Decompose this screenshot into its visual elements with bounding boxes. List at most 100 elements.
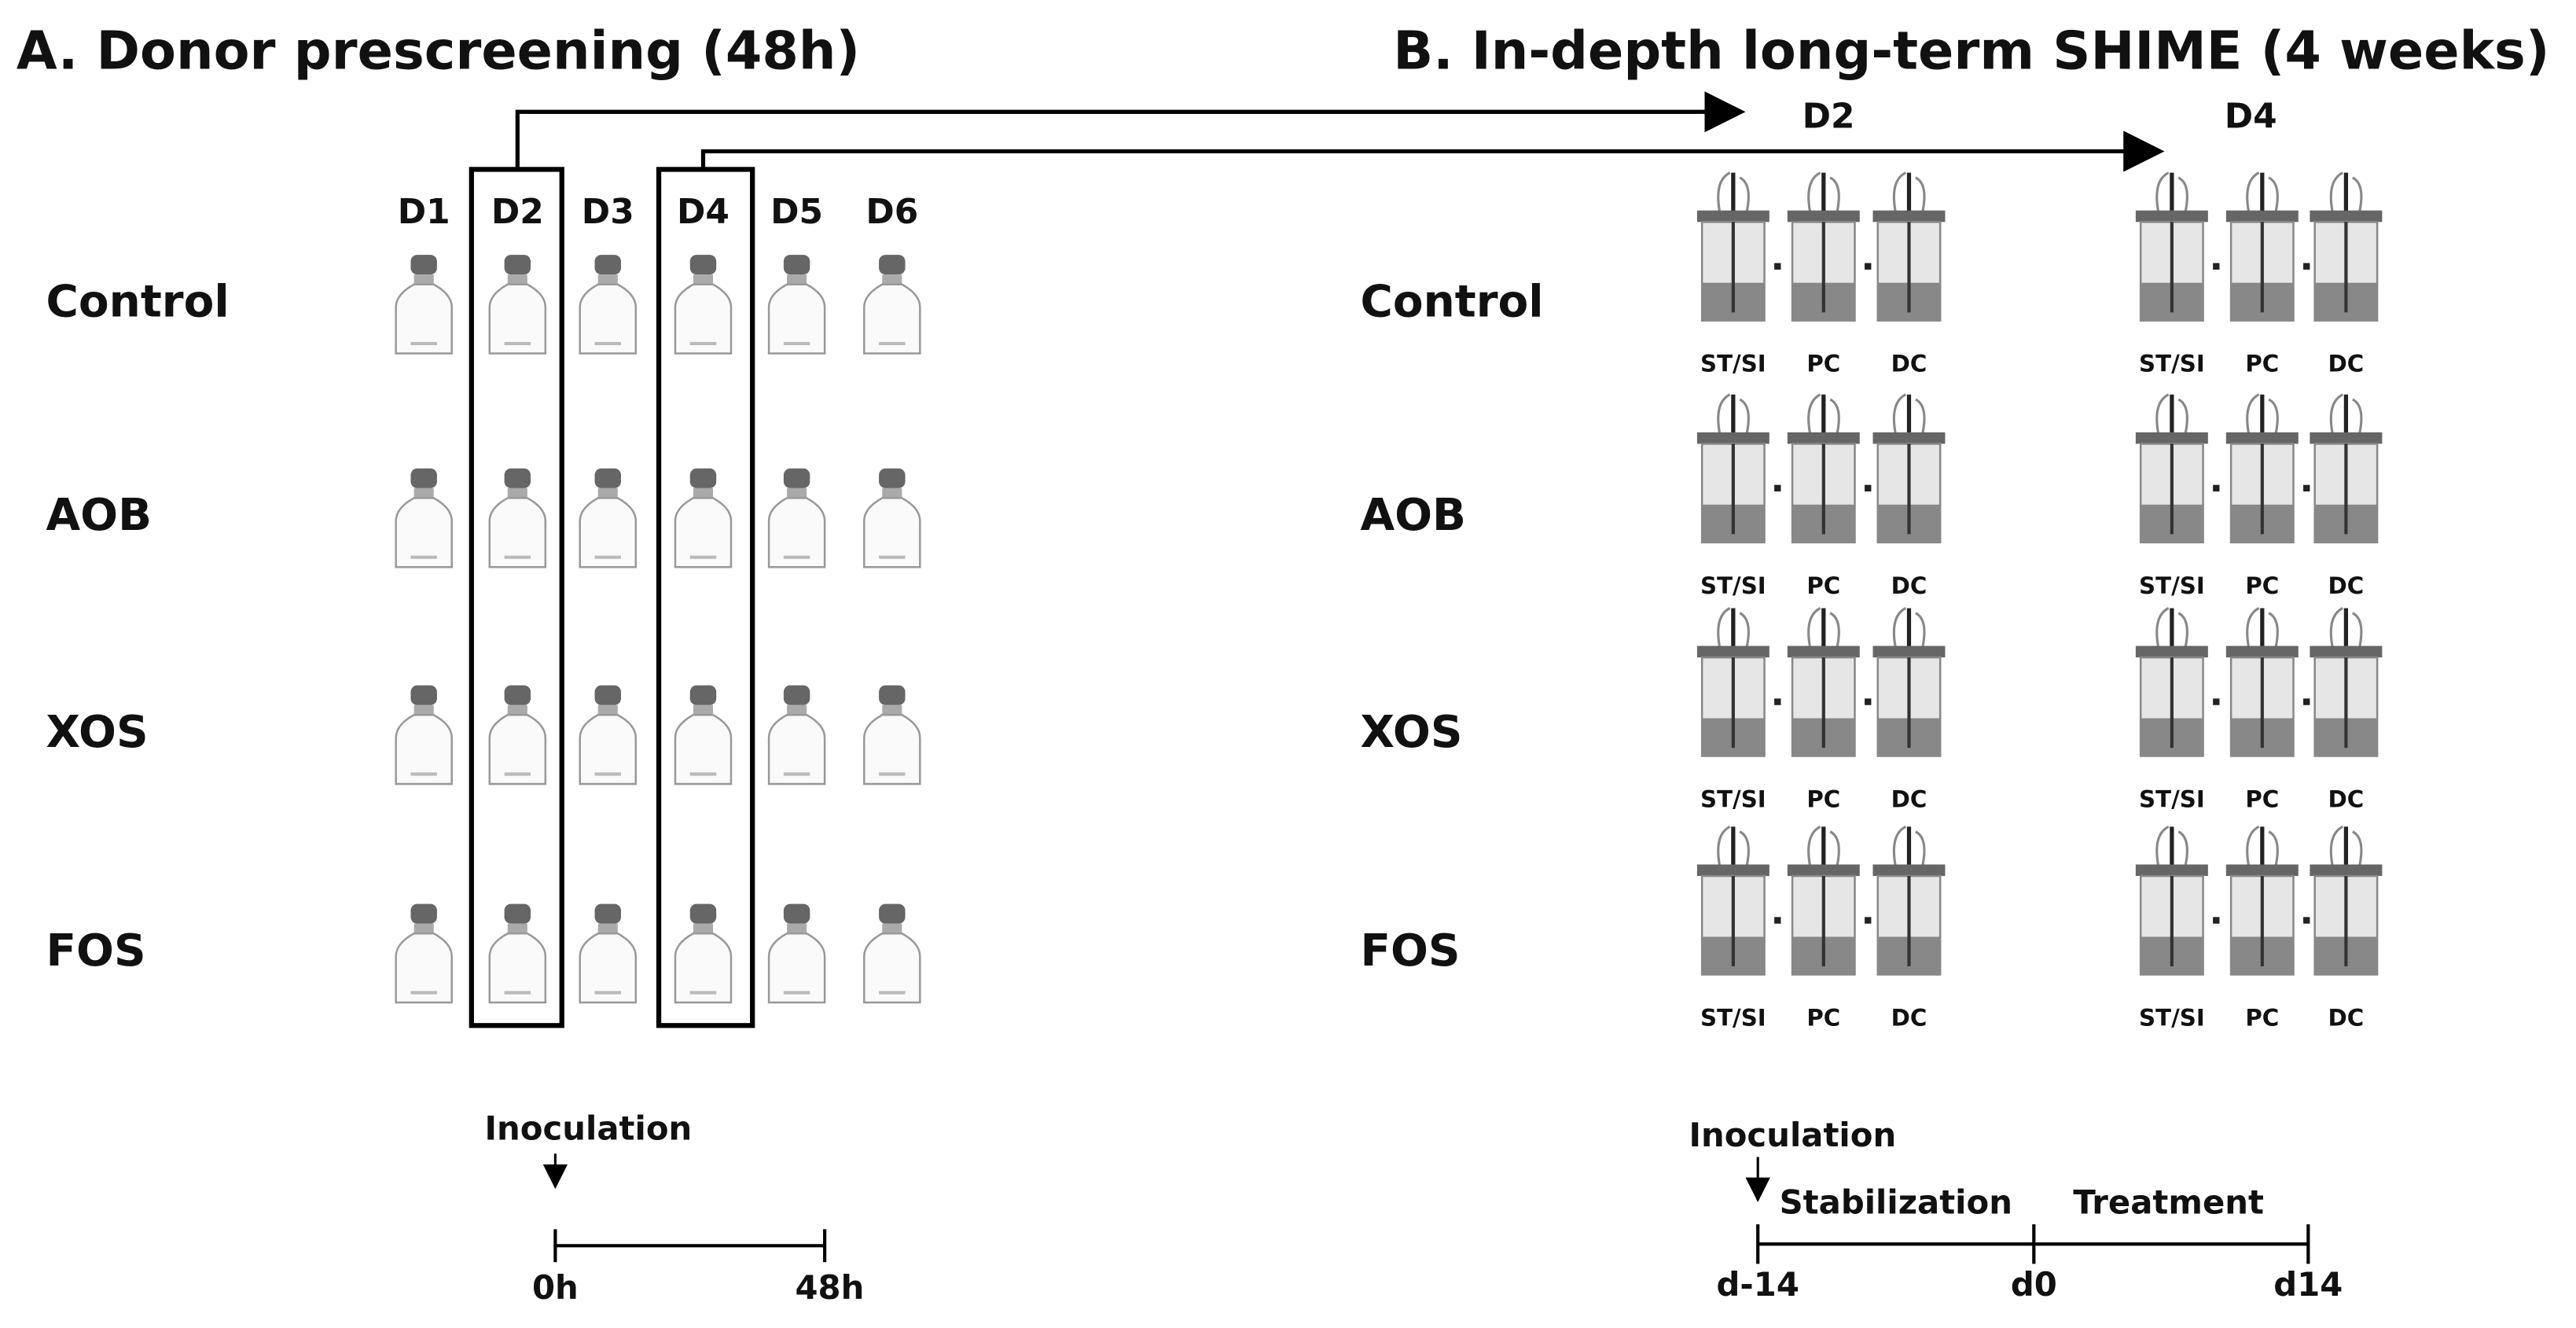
vial-cap <box>504 903 531 924</box>
reactor-tube <box>1807 826 1840 868</box>
compartment-label: ST/SI <box>2139 1004 2205 1031</box>
reactor-tube <box>2329 826 2363 868</box>
condition-label: XOS <box>46 707 149 758</box>
vial-icon <box>674 903 733 1004</box>
vial-icon <box>579 903 638 1004</box>
connector-dot <box>1774 484 1781 492</box>
vial-icon <box>395 903 453 1004</box>
reactor-tube <box>2246 171 2279 215</box>
vial-body <box>488 497 547 568</box>
vial-body <box>767 932 826 1004</box>
vial-body <box>488 932 547 1004</box>
vial-body <box>395 497 453 568</box>
donor-label: D3 <box>582 192 634 232</box>
connector-dot <box>2303 917 2310 924</box>
vial-cap <box>410 468 437 488</box>
vial-body <box>674 497 733 568</box>
reactor-lid <box>2310 210 2383 223</box>
donor-label: D4 <box>2225 97 2277 137</box>
vial-neck <box>507 487 527 498</box>
connector-dot <box>2213 484 2220 492</box>
timeline-event: Inoculation <box>485 1109 693 1148</box>
compartment-label: DC <box>1891 785 1927 812</box>
reactor-lid <box>1696 864 1769 877</box>
reactor-lid <box>2135 210 2208 223</box>
vial-neck <box>882 704 902 716</box>
vial-neck <box>413 704 434 716</box>
vial-icon <box>395 255 453 355</box>
condition-label: AOB <box>1360 490 1466 541</box>
vial-icon <box>395 468 453 568</box>
condition-label: XOS <box>1360 707 1462 758</box>
condition-label: FOS <box>1360 925 1460 977</box>
reactor-icon <box>1872 393 1946 544</box>
vial-neck <box>413 487 434 498</box>
vial-icon <box>488 685 547 785</box>
vial-cap <box>879 685 906 705</box>
donor-label: D5 <box>770 192 823 232</box>
reactor-lid <box>1696 432 1769 444</box>
vial-neck <box>787 487 807 498</box>
timeline <box>553 1229 827 1263</box>
reactor-tube <box>2329 607 2363 650</box>
timeline-tick: d-14 <box>1717 1265 1799 1304</box>
reactor-icon <box>2135 171 2208 322</box>
compartment-label: PC <box>1806 1004 1840 1031</box>
vial-cap <box>879 903 906 924</box>
vial-body <box>863 932 921 1004</box>
reactor-icon <box>2310 607 2383 757</box>
compartment-label: DC <box>2328 351 2365 377</box>
vial-body <box>767 714 826 785</box>
reactor-tube <box>1717 826 1750 868</box>
vial-cap <box>689 903 717 924</box>
reactor-lid <box>1872 864 1946 877</box>
compartment-label: PC <box>2245 1004 2279 1031</box>
condition-label: FOS <box>46 925 146 977</box>
vial-neck <box>787 274 807 285</box>
vial-body <box>488 714 547 785</box>
reactor-icon <box>1696 607 1769 757</box>
reactor-icon <box>2225 393 2299 544</box>
vial-icon <box>767 255 826 355</box>
reactor-lid <box>1787 432 1860 444</box>
vial-cap <box>783 903 810 924</box>
compartment-label: DC <box>2328 572 2365 599</box>
reactor-tube <box>2155 826 2188 868</box>
reactor-lid <box>2310 432 2383 444</box>
compartment-label: ST/SI <box>1700 351 1766 377</box>
reactor-tube <box>1717 607 1750 650</box>
connector-dot <box>2303 263 2310 270</box>
reactor-tube <box>1717 171 1750 215</box>
vial-neck <box>597 923 618 934</box>
reactor-lid <box>1787 646 1860 658</box>
reactor-icon <box>1696 393 1769 544</box>
vial-icon <box>674 685 733 785</box>
connector-dot <box>2303 698 2310 705</box>
vial-neck <box>693 487 714 498</box>
vial-cap <box>783 255 810 275</box>
reactor-icon <box>1696 826 1769 976</box>
vial-cap <box>594 468 621 488</box>
vial-icon <box>863 255 921 355</box>
vial-body <box>674 932 733 1004</box>
compartment-label: ST/SI <box>2139 572 2205 599</box>
donor-label: D2 <box>491 192 544 232</box>
reactor-icon <box>1787 393 1860 544</box>
connector-dot <box>2213 263 2220 270</box>
compartment-label: ST/SI <box>2139 785 2205 812</box>
vial-neck <box>882 923 902 934</box>
reactor-lid <box>1872 210 1946 223</box>
donor-arrow <box>700 131 2165 172</box>
vial-body <box>579 714 638 785</box>
reactor-tube <box>2155 171 2188 215</box>
vial-cap <box>879 468 906 488</box>
compartment-label: PC <box>1806 351 1840 377</box>
vial-body <box>488 283 547 355</box>
reactor-icon <box>1872 607 1946 757</box>
compartment-label: DC <box>1891 351 1927 377</box>
compartment-label: DC <box>1891 572 1927 599</box>
vial-cap <box>410 685 437 705</box>
vial-neck <box>597 487 618 498</box>
vial-neck <box>693 704 714 716</box>
vial-cap <box>410 903 437 924</box>
